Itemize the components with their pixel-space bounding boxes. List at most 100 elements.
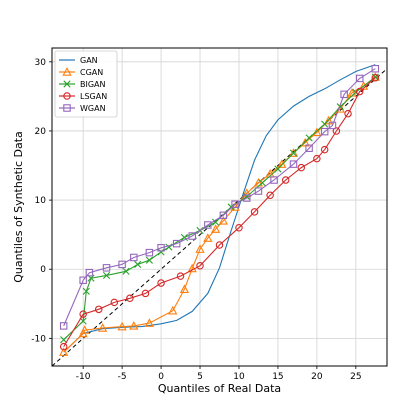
point-cgan	[210, 224, 221, 233]
legend-box	[54, 50, 118, 118]
legend-marker-bigan	[63, 80, 71, 88]
point-bigan	[79, 317, 87, 325]
point-cgan	[59, 347, 69, 356]
point-lsgan	[250, 208, 259, 216]
plot-frame	[51, 47, 388, 367]
point-wgan	[355, 74, 364, 83]
series-line-cgan	[63, 76, 376, 353]
point-cgan	[230, 202, 240, 211]
y-tick-label: 0	[40, 265, 46, 275]
point-cgan	[187, 263, 197, 273]
point-cgan	[117, 321, 127, 331]
point-bigan	[122, 267, 130, 275]
legend-label-lsgan: LSGAN	[80, 92, 107, 101]
point-wgan	[270, 176, 278, 184]
point-wgan	[157, 244, 165, 252]
x-tick-label: 0	[158, 372, 164, 382]
series-line-wgan	[63, 68, 376, 327]
point-wgan	[172, 239, 181, 248]
point-bigan	[157, 248, 165, 256]
point-wgan	[320, 127, 329, 136]
point-wgan	[118, 260, 126, 269]
legend-label-bigan: BIGAN	[80, 80, 106, 89]
point-cgan	[218, 215, 229, 225]
point-lsgan	[141, 289, 150, 298]
point-bigan	[134, 260, 142, 268]
legend-item-gan: GAN	[59, 56, 98, 65]
point-bigan	[258, 179, 266, 187]
point-cgan	[98, 323, 108, 332]
y-tick-label: 20	[35, 127, 47, 137]
point-lsgan	[320, 145, 329, 154]
series-layer	[59, 64, 380, 356]
point-lsgan	[235, 223, 243, 232]
legend-item-lsgan: LSGAN	[59, 92, 107, 101]
ticks: -10 -5 0 5 10 15 20 25 -10 0 10 20 30	[31, 58, 361, 382]
y-tick-label: -10	[31, 334, 46, 344]
point-wgan	[79, 276, 87, 285]
legend-item-bigan: BIGAN	[59, 80, 106, 89]
point-bigan	[227, 203, 235, 211]
point-lsgan	[176, 272, 185, 280]
point-cgan	[179, 284, 190, 294]
point-cgan	[370, 72, 380, 81]
point-bigan	[180, 233, 189, 242]
series-lsgan	[59, 73, 380, 351]
point-wgan	[145, 248, 154, 257]
point-bigan	[60, 336, 68, 344]
point-wgan	[130, 253, 138, 262]
point-bigan	[145, 256, 153, 264]
point-wgan	[219, 211, 228, 220]
point-bigan	[102, 271, 111, 280]
point-lsgan	[110, 298, 119, 307]
point-cgan	[168, 305, 178, 315]
point-wgan	[243, 194, 251, 202]
legend-marker-cgan	[62, 67, 72, 76]
point-wgan	[254, 187, 263, 195]
point-lsgan	[344, 109, 352, 118]
point-cgan	[203, 233, 213, 242]
point-lsgan	[281, 176, 290, 184]
point-bigan	[289, 149, 298, 157]
x-tick-label: -10	[76, 372, 91, 382]
point-bigan	[305, 134, 313, 142]
point-lsgan	[297, 163, 306, 172]
legend: GAN CGAN BIGAN LSGAN WGAN	[54, 50, 118, 118]
x-axis-label: Quantiles of Real Data	[158, 382, 281, 395]
x-tick-label: 20	[311, 372, 323, 382]
point-lsgan	[355, 87, 364, 96]
point-wgan	[188, 232, 196, 240]
point-bigan	[212, 218, 220, 226]
point-lsgan	[196, 262, 204, 270]
series-line-lsgan	[63, 77, 376, 347]
point-lsgan	[126, 294, 134, 303]
point-bigan	[82, 287, 90, 295]
point-lsgan	[79, 310, 87, 318]
point-cgan	[129, 321, 139, 330]
x-tick-label: -5	[118, 372, 127, 382]
point-wgan	[204, 221, 212, 229]
x-tick-label: 15	[272, 372, 283, 382]
y-tick-label: 10	[35, 196, 47, 206]
point-lsgan	[157, 279, 165, 287]
x-tick-label: 10	[233, 372, 245, 382]
legend-label-gan: GAN	[80, 56, 98, 65]
point-bigan	[274, 165, 282, 173]
legend-marker-lsgan	[63, 92, 71, 100]
point-wgan	[59, 322, 68, 330]
point-cgan	[195, 244, 205, 253]
point-wgan	[371, 64, 380, 73]
legend-item-wgan: WGAN	[59, 104, 106, 113]
point-wgan	[328, 121, 337, 130]
legend-item-cgan: CGAN	[59, 67, 103, 77]
x-tick-label: 25	[350, 372, 361, 382]
y-axis-label: Quantiles of Synthetic Data	[12, 131, 25, 283]
legend-label-cgan: CGAN	[80, 68, 103, 77]
point-wgan	[102, 264, 111, 272]
point-wgan	[340, 90, 348, 99]
series-line-gan	[63, 64, 376, 353]
point-wgan	[85, 268, 94, 277]
point-cgan	[80, 325, 90, 334]
point-bigan	[321, 120, 329, 128]
